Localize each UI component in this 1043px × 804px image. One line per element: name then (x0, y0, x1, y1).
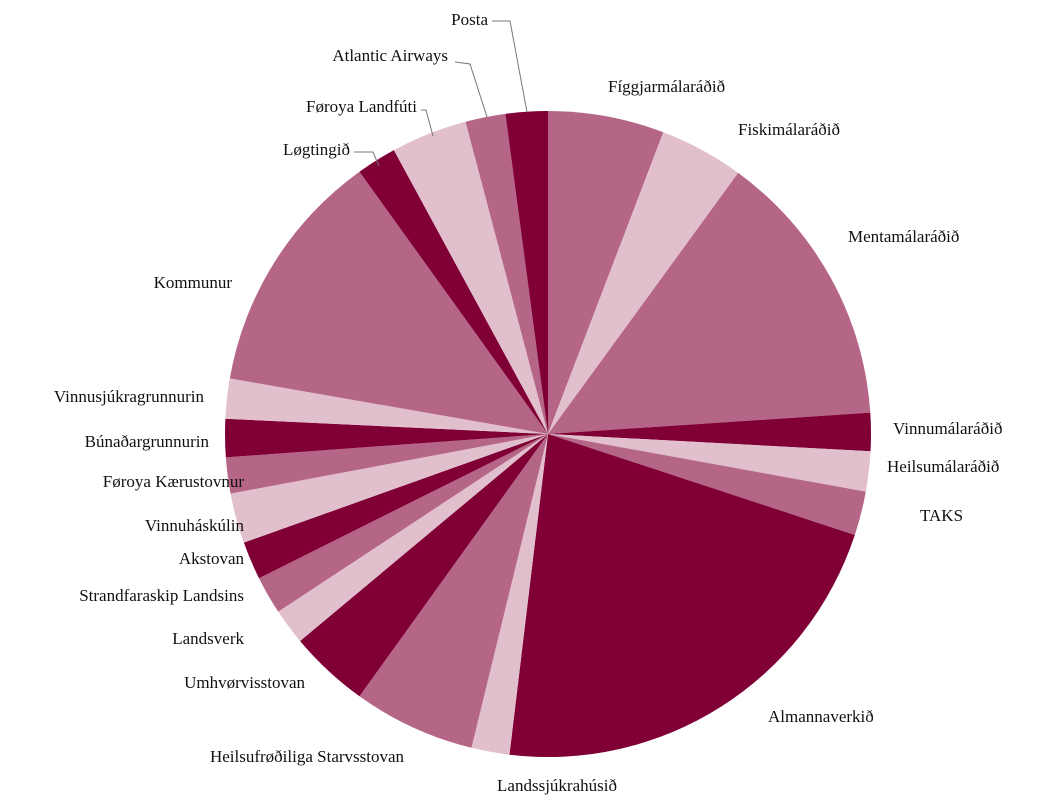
leader-line (454, 61, 488, 118)
slice-label: Akstovan (179, 549, 245, 568)
slice (225, 434, 549, 494)
slice-label: Heilsumálaráðið (887, 457, 999, 476)
slice-label: Umhvørvisstovan (184, 673, 305, 692)
slice (258, 434, 548, 612)
leader-line (421, 109, 434, 137)
slice (548, 172, 871, 435)
leader-line (492, 20, 528, 113)
slice-label: Fiskimálaráðið (738, 120, 840, 139)
slice (393, 121, 548, 434)
slice-label: Vinnusjúkragrunnurin (54, 387, 205, 406)
slice-label: Mentamálaráðið (848, 227, 959, 246)
slice-label: Fíggjarmálaráðið (608, 77, 725, 96)
slice-label: Løgtingið (283, 140, 350, 159)
slice (243, 434, 548, 579)
slice (225, 418, 548, 458)
slice (300, 434, 548, 697)
slice (225, 378, 548, 434)
leader-line (354, 151, 380, 167)
slice-label: Landssjúkrahúsið (497, 776, 617, 795)
slices (225, 111, 871, 758)
slice (465, 113, 548, 435)
slice (278, 434, 548, 642)
slice-label: Heilsufrøðiliga Starvsstovan (210, 747, 405, 766)
slice (548, 434, 866, 535)
slice-label: Búnaðargrunnurin (85, 432, 210, 451)
slice (548, 412, 871, 452)
slice (359, 150, 548, 435)
slice (230, 434, 548, 543)
slice (548, 434, 871, 492)
slice-label: Føroya Landfúti (306, 97, 417, 116)
slice-label: Kommunur (154, 273, 233, 292)
slice-label: Landsverk (172, 629, 244, 648)
slice-label: Vinnuháskúlin (145, 516, 245, 535)
slice-label: Atlantic Airways (332, 46, 448, 65)
slice (471, 434, 548, 755)
slice-label: TAKS (920, 506, 963, 525)
slice (548, 132, 739, 435)
slice-label: Almannaverkið (768, 707, 874, 726)
slice (229, 171, 549, 434)
slice-label: Posta (451, 10, 488, 29)
slice-label: Føroya Kærustovnur (103, 472, 245, 491)
slice (509, 434, 855, 758)
slice (548, 111, 664, 434)
slice-label: Strandfaraskip Landsins (79, 586, 244, 605)
slice (359, 434, 548, 748)
slice-label: Vinnumálaráðið (893, 419, 1002, 438)
slice (505, 111, 548, 434)
